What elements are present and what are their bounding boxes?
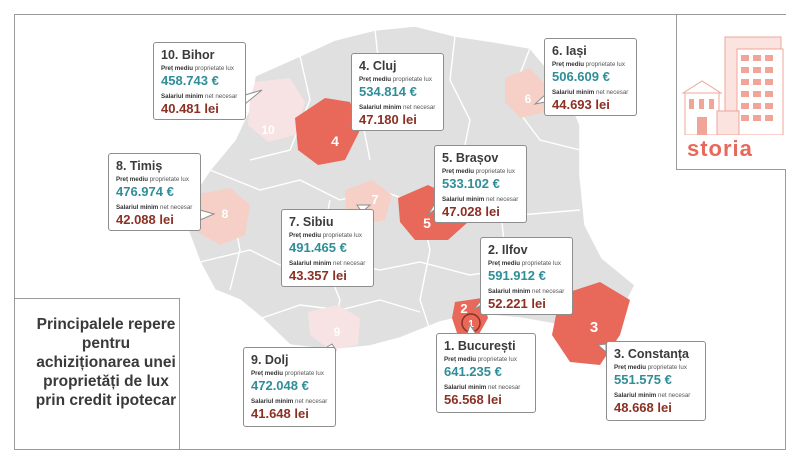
price-value: 534.814 € <box>359 84 417 99</box>
storia-logo: storia <box>687 136 753 161</box>
salary-value: 48.668 lei <box>614 400 672 415</box>
price-label: Preț mediu proprietate lux <box>359 76 432 83</box>
card-bucuresti: 1. București Preț mediu proprietate lux … <box>436 333 536 413</box>
region-number-3: 3 <box>590 319 598 336</box>
salary-label: Salariul minim net necesar <box>488 288 565 295</box>
salary-value: 47.180 lei <box>359 112 417 127</box>
region-dolj <box>308 305 360 350</box>
card-name: 1. București <box>444 339 516 353</box>
salary-label: Salariul minim net necesar <box>442 196 519 203</box>
card-brasov: 5. Brașov Preț mediu proprietate lux 533… <box>434 145 527 223</box>
price-value: 533.102 € <box>442 176 500 191</box>
region-number-6: 6 <box>525 92 532 106</box>
title-box: Principalele repere pentru achiziționare… <box>15 298 180 449</box>
region-number-10: 10 <box>261 123 275 137</box>
region-cluj <box>295 98 360 165</box>
card-name: 6. Iași <box>552 44 587 58</box>
salary-value: 44.693 lei <box>552 97 610 112</box>
salary-value: 47.028 lei <box>442 204 500 219</box>
region-number-4: 4 <box>331 133 339 149</box>
region-number-1: 1 <box>468 319 474 330</box>
region-number-5: 5 <box>423 215 431 231</box>
price-label: Preț mediu proprietate lux <box>289 232 362 239</box>
card-constanta: 3. Constanța Preț mediu proprietate lux … <box>606 341 706 421</box>
region-number-2: 2 <box>460 301 467 316</box>
region-timis <box>195 188 250 245</box>
region-number-7: 7 <box>371 192 378 207</box>
price-value: 476.974 € <box>116 184 174 199</box>
region-number-9: 9 <box>334 325 341 339</box>
card-cluj: 4. Cluj Preț mediu proprietate lux 534.8… <box>351 53 444 131</box>
card-name: 5. Brașov <box>442 151 499 165</box>
price-value: 472.048 € <box>251 378 309 393</box>
card-bihor: 10. Bihor Preț mediu proprietate lux 458… <box>153 42 246 120</box>
card-ilfov: 2. Ilfov Preț mediu proprietate lux 591.… <box>480 237 573 315</box>
price-value: 551.575 € <box>614 372 672 387</box>
card-dolj: 9. Dolj Preț mediu proprietate lux 472.0… <box>243 347 336 427</box>
salary-label: Salariul minim net necesar <box>444 384 521 391</box>
region-number-8: 8 <box>222 207 229 221</box>
salary-label: Salariul minim net necesar <box>289 260 366 267</box>
card-name: 10. Bihor <box>161 48 215 62</box>
price-label: Preț mediu proprietate lux <box>161 65 234 72</box>
card-name: 8. Timiș <box>116 159 163 173</box>
card-name: 2. Ilfov <box>488 243 528 257</box>
card-iasi: 6. Iași Preț mediu proprietate lux 506.6… <box>544 38 637 116</box>
card-name: 7. Sibiu <box>289 215 334 229</box>
salary-value: 41.648 lei <box>251 406 309 421</box>
salary-label: Salariul minim net necesar <box>116 204 193 211</box>
card-timis: 8. Timiș Preț mediu proprietate lux 476.… <box>108 153 201 231</box>
region-iasi <box>505 68 550 118</box>
salary-value: 40.481 lei <box>161 101 219 116</box>
card-name: 3. Constanța <box>614 347 690 361</box>
building-illustration <box>681 36 784 135</box>
price-label: Preț mediu proprietate lux <box>442 168 515 175</box>
infographic-title: Principalele repere pentru achiziționare… <box>35 316 177 409</box>
region-bihor <box>248 78 305 142</box>
logo-box: storia <box>676 15 786 170</box>
salary-label: Salariul minim net necesar <box>251 398 328 405</box>
salary-label: Salariul minim net necesar <box>614 392 691 399</box>
price-label: Preț mediu proprietate lux <box>552 61 625 68</box>
salary-label: Salariul minim net necesar <box>161 93 238 100</box>
price-value: 458.743 € <box>161 73 219 88</box>
card-name: 9. Dolj <box>251 353 289 367</box>
price-label: Preț mediu proprietate lux <box>444 356 517 363</box>
card-sibiu: 7. Sibiu Preț mediu proprietate lux 491.… <box>281 209 374 287</box>
price-value: 591.912 € <box>488 268 546 283</box>
price-value: 506.609 € <box>552 69 610 84</box>
price-label: Preț mediu proprietate lux <box>488 260 561 267</box>
salary-value: 42.088 lei <box>116 212 174 227</box>
salary-value: 52.221 lei <box>488 296 546 311</box>
price-label: Preț mediu proprietate lux <box>116 176 189 183</box>
salary-label: Salariul minim net necesar <box>552 89 629 96</box>
salary-label: Salariul minim net necesar <box>359 104 436 111</box>
price-value: 491.465 € <box>289 240 347 255</box>
salary-value: 56.568 lei <box>444 392 502 407</box>
price-label: Preț mediu proprietate lux <box>251 370 324 377</box>
card-name: 4. Cluj <box>359 59 397 73</box>
price-value: 641.235 € <box>444 364 502 379</box>
price-label: Preț mediu proprietate lux <box>614 364 687 371</box>
salary-value: 43.357 lei <box>289 268 347 283</box>
